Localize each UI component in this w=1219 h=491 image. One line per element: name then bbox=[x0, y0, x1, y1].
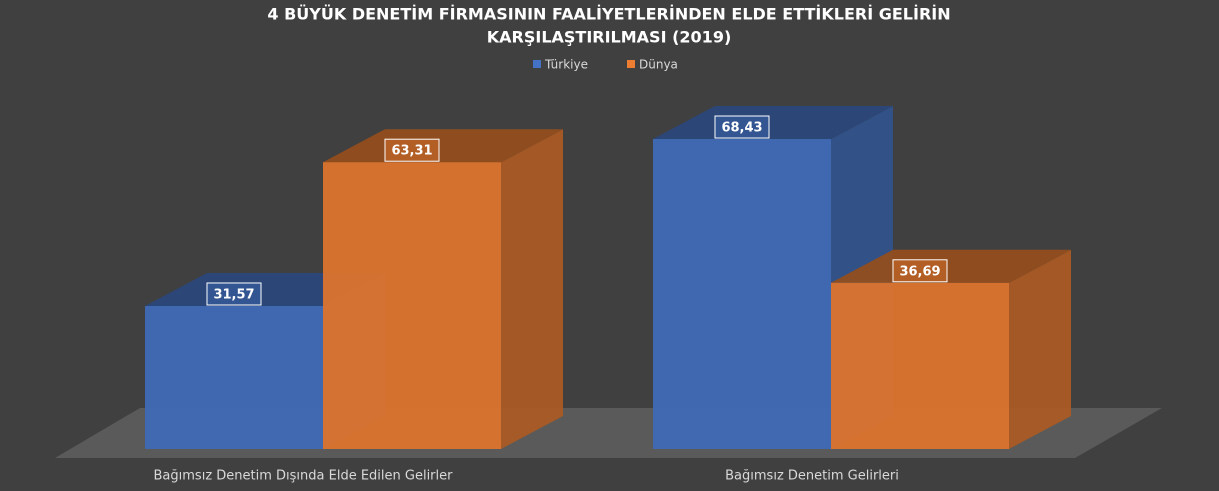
bar-side bbox=[1009, 249, 1071, 449]
bar-top bbox=[653, 106, 893, 140]
legend-swatch bbox=[627, 60, 635, 68]
bar bbox=[145, 305, 323, 449]
bar-top bbox=[831, 249, 1071, 283]
value-label-box bbox=[714, 115, 770, 139]
legend-swatch bbox=[533, 60, 541, 68]
bar bbox=[653, 139, 831, 450]
bar-top bbox=[323, 129, 563, 163]
value-label-box bbox=[892, 259, 948, 283]
chart-title: 4 BÜYÜK DENETİM FİRMASININ FAALİYETLERİN… bbox=[267, 5, 950, 24]
bar bbox=[323, 162, 501, 450]
chart-title: KARŞILAŞTIRILMASI (2019) bbox=[487, 28, 732, 47]
value-label: 31,57 bbox=[213, 287, 254, 302]
value-label-box bbox=[206, 282, 262, 306]
x-tick-label: Bağımsız Denetim Dışında Elde Edilen Gel… bbox=[154, 469, 454, 484]
value-label: 63,31 bbox=[391, 144, 432, 159]
bar-side bbox=[501, 129, 563, 450]
legend-label: Dünya bbox=[639, 58, 678, 72]
value-label: 68,43 bbox=[721, 121, 762, 136]
bar bbox=[831, 282, 1009, 449]
value-label-box bbox=[384, 138, 440, 162]
x-tick-label: Bağımsız Denetim Gelirleri bbox=[725, 469, 899, 484]
value-label: 36,69 bbox=[899, 264, 940, 279]
legend-label: Türkiye bbox=[544, 58, 588, 72]
